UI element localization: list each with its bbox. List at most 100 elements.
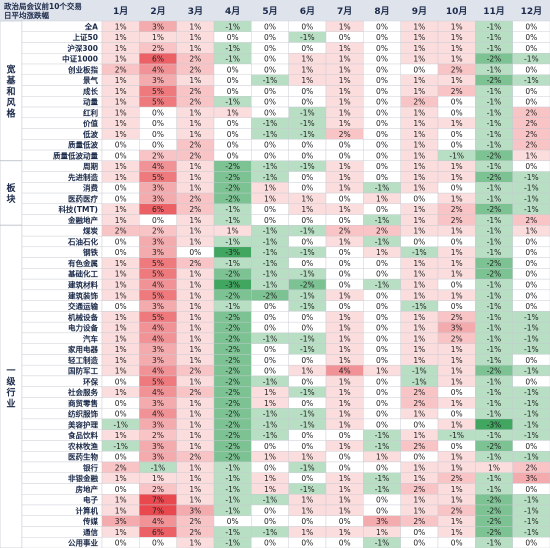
cell-value: 1% <box>189 270 201 279</box>
cell-value: 2% <box>189 259 201 268</box>
column-header: 2月 <box>150 6 165 17</box>
row-label: 汽车 <box>83 333 98 343</box>
cell-value: -3% <box>225 248 240 257</box>
cell-value: 1% <box>227 227 239 236</box>
cell-value: 2% <box>152 44 164 53</box>
cell-value: 0% <box>413 453 425 462</box>
cell-value: 0% <box>264 356 276 365</box>
heatmap-header: 政治局会议前10个交易日平均涨跌幅 1月 2月 3月 4月 5月 6月 7月 8月 9月 10月 11… <box>0 0 550 21</box>
cell-value: -1% <box>375 485 390 494</box>
cell-value: 0% <box>301 44 313 53</box>
cell-value: 2% <box>189 194 201 203</box>
cell-value: 0% <box>376 130 388 139</box>
cell-value: 0% <box>339 194 351 203</box>
cell-value: -1% <box>487 184 502 193</box>
cell-value: 1% <box>189 119 201 128</box>
cell-value: -1% <box>225 237 240 246</box>
cell-value: -1% <box>300 119 315 128</box>
cell-value: 1% <box>413 227 425 236</box>
cell-value: 1% <box>339 474 351 483</box>
cell-value: 0% <box>264 506 276 515</box>
group-label: 板块 <box>6 182 16 205</box>
cell-value: -1% <box>487 302 502 311</box>
cell-value: -1% <box>487 22 502 31</box>
column-header: 5月 <box>262 6 277 17</box>
cell-value: 1% <box>451 33 463 42</box>
cell-value: 1% <box>451 399 463 408</box>
cell-value: -1% <box>487 453 502 462</box>
cell-value: 1% <box>301 76 313 85</box>
cell-value: -2% <box>225 162 240 171</box>
cell-value: 0% <box>152 119 164 128</box>
cell-value: 0% <box>301 151 313 160</box>
cell-value: 1% <box>339 184 351 193</box>
cell-value: 1% <box>525 227 537 236</box>
cell-value: 0% <box>525 44 537 53</box>
cell-value: 0% <box>451 388 463 397</box>
cell-value: 2% <box>115 227 127 236</box>
cell-value: -1% <box>487 431 502 440</box>
cell-value: -1% <box>263 420 278 429</box>
cell-value: -1% <box>487 399 502 408</box>
cell-value: 0% <box>152 108 164 117</box>
cell-value: 1% <box>451 173 463 182</box>
cell-value: -1% <box>113 420 128 429</box>
cell-value: -1% <box>263 248 278 257</box>
cell-value: 0% <box>339 453 351 462</box>
cell-value: 3% <box>152 184 164 193</box>
cell-value: 1% <box>413 141 425 150</box>
column-header: 7月 <box>337 6 352 17</box>
cell-value: 2% <box>339 227 351 236</box>
cell-value: 1% <box>189 291 201 300</box>
cell-value: 5% <box>152 259 164 268</box>
cell-value: 0% <box>451 302 463 311</box>
row-label: 通信 <box>83 527 98 537</box>
cell-value: -1% <box>225 205 240 214</box>
cell-value: 1% <box>413 431 425 440</box>
cell-value: -1% <box>225 259 240 268</box>
column-header: 1月 <box>113 6 128 17</box>
cell-value: 1% <box>189 474 201 483</box>
cell-value: 0% <box>376 87 388 96</box>
cell-value: 2% <box>451 87 463 96</box>
cell-value: 0% <box>376 377 388 386</box>
cell-value: -2% <box>225 334 240 343</box>
cell-value: -1% <box>113 442 128 451</box>
cell-value: 2% <box>413 485 425 494</box>
cell-value: 0% <box>376 151 388 160</box>
cell-value: -1% <box>524 528 539 537</box>
cell-value: 0% <box>115 485 127 494</box>
cell-value: 0% <box>376 399 388 408</box>
cell-value: -1% <box>375 442 390 451</box>
cell-value: 1% <box>301 194 313 203</box>
cell-value: 0% <box>451 141 463 150</box>
group-label-char: 宽 <box>5 63 15 75</box>
cell-value: 1% <box>413 87 425 96</box>
cell-value: -2% <box>225 399 240 408</box>
cell-value: 2% <box>451 474 463 483</box>
cell-value: 0% <box>339 248 351 257</box>
row-label: 房地产 <box>76 484 99 494</box>
cell-value: 1% <box>189 377 201 386</box>
row-label: 交通运输 <box>68 301 98 311</box>
row-label: 质量低波 <box>68 140 98 150</box>
cell-value: -1% <box>263 334 278 343</box>
row-label: 家用电器 <box>68 344 98 354</box>
cell-value: -2% <box>225 410 240 419</box>
header-background <box>0 0 550 21</box>
cell-value: -2% <box>225 324 240 333</box>
cell-value: 0% <box>301 324 313 333</box>
group-label: 宽基和风格 <box>5 63 16 119</box>
cell-value: -1% <box>300 108 315 117</box>
cell-value: -1% <box>375 539 390 548</box>
cell-value: 1% <box>339 98 351 107</box>
column-header: 6月 <box>300 6 315 17</box>
cell-value: 0% <box>264 44 276 53</box>
cell-value: 2% <box>115 65 127 74</box>
cell-value: 1% <box>189 420 201 429</box>
cell-value: 0% <box>525 65 537 74</box>
cell-value: 2% <box>189 205 201 214</box>
row-label: 成长 <box>83 86 98 96</box>
cell-value: 2% <box>189 453 201 462</box>
cell-value: 2% <box>525 216 537 225</box>
